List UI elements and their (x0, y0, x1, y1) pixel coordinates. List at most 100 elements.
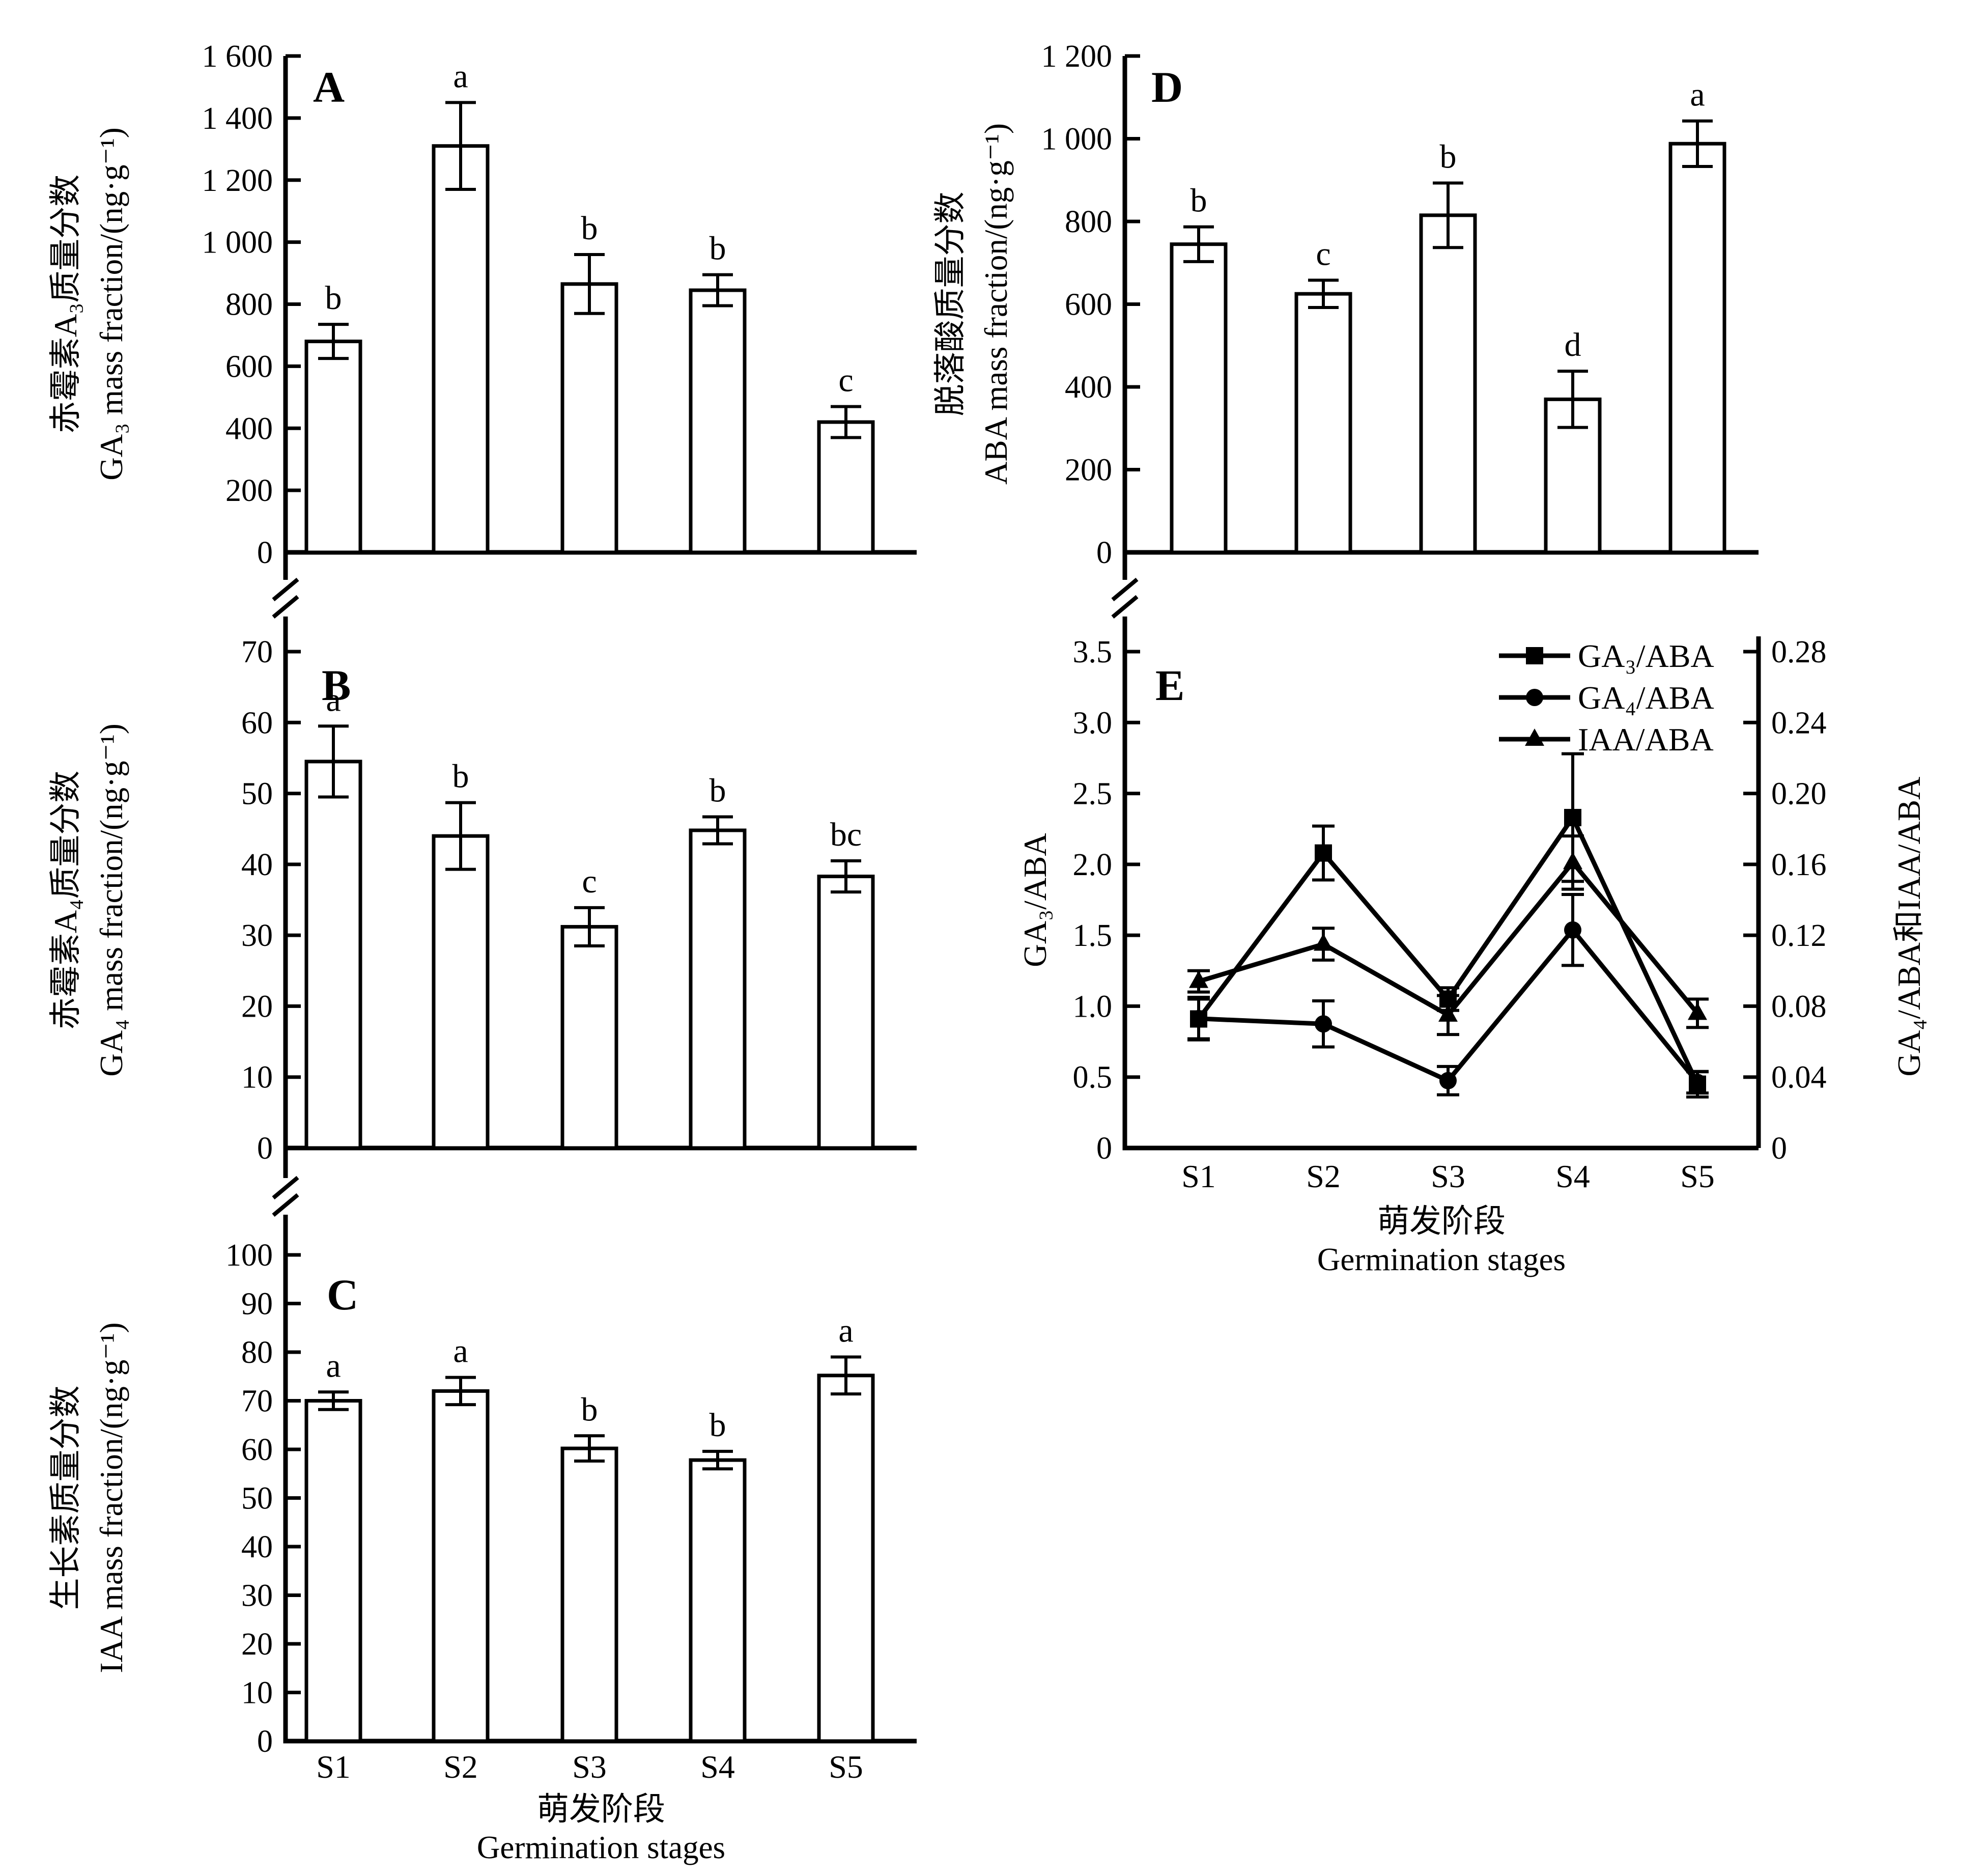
panel-e-ylabel-right: GA₄/ABA和IAA/ABA (1891, 776, 1927, 1076)
left-category-label-s5: S5 (829, 1749, 863, 1785)
legend-label-ga3-aba: GA₃/ABA (1578, 638, 1714, 674)
panel-c-sig-letter-3: b (710, 1407, 726, 1444)
panel-e-left-ytick-label-6: 3.0 (1073, 706, 1113, 740)
panel-e-right-ytick-label-4: 0.16 (1771, 848, 1827, 882)
left-axis-break-1-slash-0 (272, 1175, 299, 1200)
panel-e-marker-circle-4 (1689, 1074, 1706, 1091)
right-axis-break-0-slash-1 (1111, 595, 1139, 619)
panel-b-bar-s4 (689, 828, 747, 1150)
panel-a-ytick-label-4: 800 (225, 288, 273, 322)
panel-b-ytick-label-0: 0 (257, 1131, 273, 1166)
panel-c-ylabel-zh: 生长素质量分数 (48, 1386, 83, 1610)
panel-b-bar-s3 (560, 925, 618, 1150)
panel-e-title: E (1155, 661, 1184, 710)
panel-d-bar-s1 (1170, 242, 1228, 554)
panel-c-bar-s4 (689, 1458, 747, 1743)
panel-b-bar-s5 (817, 875, 875, 1150)
panel-e-left-ytick-label-0: 0 (1096, 1131, 1112, 1166)
panel-c-ytick-label-8: 80 (241, 1335, 273, 1370)
panel-e-ylabel-left: GA₃/ABA (1017, 833, 1053, 967)
panel-c-bar-s2 (432, 1389, 490, 1743)
panel-a-ytick-label-8: 1 600 (202, 39, 273, 74)
panel-a-bar-s3 (560, 282, 618, 554)
panel-d-ylabel-en: ABA mass fraction/(ng·g⁻¹) (978, 123, 1014, 485)
panel-a-sig-letter-4: c (838, 362, 853, 399)
panel-e-marker-triangle-0 (1189, 970, 1208, 988)
panel-a-title: A (313, 63, 345, 111)
panel-d-ytick-label-0: 0 (1096, 536, 1112, 570)
right-category-label-s2: S2 (1306, 1158, 1341, 1194)
legend-marker-circle (1526, 689, 1543, 706)
right-axis-break-0-slash-0 (1111, 577, 1139, 602)
panel-e-marker-square-1 (1315, 844, 1332, 862)
panel-c-ytick-label-6: 60 (241, 1433, 273, 1467)
panel-b-ytick-label-1: 10 (241, 1060, 273, 1095)
panel-b-ytick-label-2: 20 (241, 989, 273, 1024)
panel-d-title: D (1151, 63, 1183, 111)
panel-d-sig-letter-4: a (1690, 76, 1705, 114)
right-xlabel-en: Germination stages (1317, 1242, 1566, 1277)
panel-e-marker-triangle-1 (1314, 933, 1333, 951)
panel-b-sig-letter-1: b (452, 758, 469, 795)
panel-e-marker-circle-0 (1190, 1010, 1207, 1027)
panel-c-ytick-label-0: 0 (257, 1724, 273, 1759)
panel-e-marker-triangle-2 (1438, 1004, 1458, 1022)
panel-e-left-ytick-label-5: 2.5 (1073, 777, 1113, 811)
left-category-label-s1: S1 (316, 1749, 351, 1785)
panel-d-sig-letter-3: d (1565, 326, 1581, 363)
panel-b-ytick-label-3: 30 (241, 918, 273, 953)
panel-e-right-ytick-label-1: 0.04 (1771, 1060, 1827, 1095)
panel-e-right-ytick-label-7: 0.28 (1771, 635, 1827, 669)
panel-e-marker-circle-1 (1315, 1015, 1332, 1033)
panel-c-sig-letter-0: a (326, 1347, 341, 1384)
right-category-label-s3: S3 (1431, 1158, 1465, 1194)
panel-a-ytick-label-6: 1 200 (202, 163, 273, 198)
panel-c-title: C (327, 1270, 358, 1319)
panel-a-bar-s4 (689, 288, 747, 554)
panel-d-ylabel-zh: 脱落酸质量分数 (932, 192, 968, 416)
legend-label-ga4-aba: GA₄/ABA (1578, 680, 1714, 716)
panel-c-ytick-label-1: 10 (241, 1676, 273, 1711)
panel-d-bar-s3 (1419, 213, 1477, 554)
panel-e-marker-triangle-3 (1563, 852, 1582, 870)
panel-b-sig-letter-4: bc (830, 816, 862, 853)
panel-b-sig-letter-3: b (710, 772, 726, 809)
left-axis-break-0-slash-1 (272, 595, 299, 619)
panel-c-sig-letter-4: a (838, 1312, 853, 1350)
legend-marker-square (1526, 647, 1543, 664)
panel-e-marker-circle-3 (1564, 921, 1581, 939)
panel-c-sig-letter-1: a (453, 1333, 468, 1370)
panel-e-right-ytick-label-0: 0 (1771, 1131, 1787, 1166)
panel-b-ytick-label-7: 70 (241, 635, 273, 669)
panel-b-ytick-label-6: 60 (241, 706, 273, 740)
left-axis-break-1-slash-1 (272, 1193, 299, 1217)
panel-e-right-ytick-label-3: 0.12 (1771, 918, 1827, 953)
panel-d-sig-letter-0: b (1191, 182, 1207, 219)
panel-a-sig-letter-0: b (325, 279, 342, 317)
right-category-label-s4: S4 (1555, 1158, 1590, 1194)
panel-e-left-ytick-label-3: 1.5 (1073, 918, 1113, 953)
panel-e-left-ytick-label-7: 3.5 (1073, 635, 1113, 669)
left-category-label-s2: S2 (443, 1749, 478, 1785)
panel-d-ytick-label-4: 800 (1065, 205, 1112, 239)
panel-e-left-ytick-label-1: 0.5 (1073, 1060, 1113, 1095)
panel-b-sig-letter-2: c (582, 863, 597, 900)
panel-e-marker-triangle-4 (1688, 1002, 1707, 1020)
panel-a-ytick-label-2: 400 (225, 411, 273, 446)
panel-a-ytick-label-7: 1 400 (202, 101, 273, 136)
panel-a-ylabel-en: GA₃ mass fraction/(ng·g⁻¹) (94, 127, 129, 480)
panel-b-ytick-label-5: 50 (241, 777, 273, 811)
panel-d-ytick-label-2: 400 (1065, 370, 1112, 405)
panel-d-ytick-label-1: 200 (1065, 453, 1112, 488)
panel-c-bar-s3 (560, 1446, 618, 1743)
legend-label-iaa-aba: IAA/ABA (1578, 721, 1714, 758)
panel-d-bar-s5 (1668, 142, 1726, 554)
panel-d-sig-letter-2: b (1440, 138, 1457, 175)
panel-a-bar-s5 (817, 420, 875, 554)
left-xlabel-zh: 萌发阶段 (537, 1791, 665, 1827)
panel-b-bar-s1 (304, 760, 362, 1150)
panel-d-ytick-label-3: 600 (1065, 288, 1112, 322)
panel-e-marker-square-3 (1564, 808, 1581, 826)
left-category-label-s3: S3 (572, 1749, 607, 1785)
left-xlabel-en: Germination stages (477, 1830, 725, 1865)
